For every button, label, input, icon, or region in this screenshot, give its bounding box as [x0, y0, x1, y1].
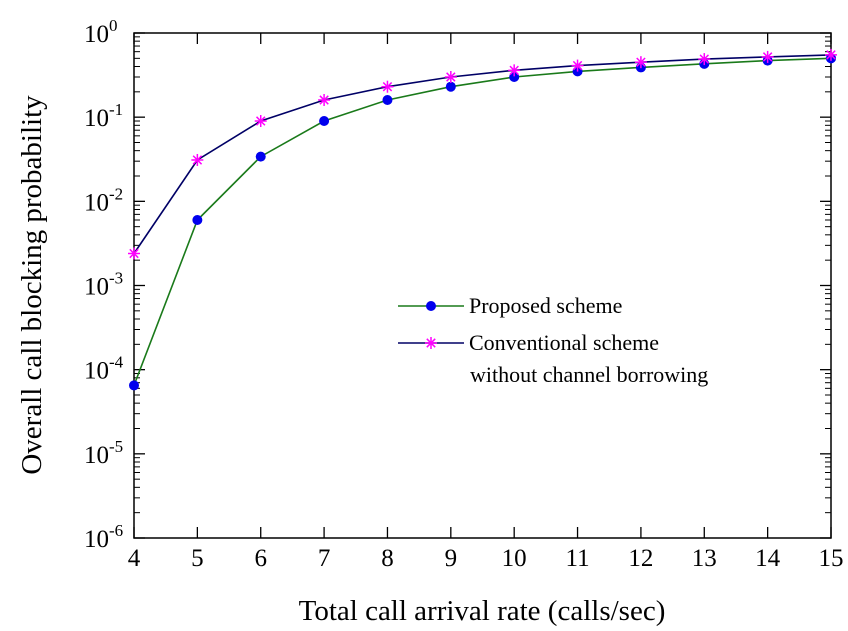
y-tick-label: 10-5 [84, 437, 123, 469]
data-point-proposed [129, 380, 139, 391]
legend-label-conventional-line2: without channel borrowing [470, 362, 708, 387]
y-tick-exponent: -4 [109, 353, 124, 372]
x-tick-label: 4 [128, 545, 141, 572]
data-point-proposed [192, 215, 203, 226]
data-point-conventional [381, 80, 394, 93]
data-point-proposed [445, 81, 456, 92]
data-point-conventional [698, 53, 711, 66]
series-line-conventional [133, 54, 832, 254]
x-tick-label: 11 [566, 545, 590, 572]
data-point-conventional [191, 153, 204, 166]
x-tick-label: 15 [819, 545, 844, 572]
y-tick-base: 10 [84, 189, 109, 216]
data-point-conventional [254, 115, 267, 128]
y-tick-base: 10 [84, 442, 109, 469]
data-point-proposed [255, 151, 266, 162]
data-point-proposed [509, 72, 520, 83]
data-point-conventional [444, 71, 457, 84]
legend: Proposed scheme Conventional scheme with… [398, 293, 708, 387]
data-point-conventional [508, 64, 521, 77]
legend-marker-proposed [426, 301, 436, 311]
y-tick-label: 10-2 [84, 184, 123, 216]
y-tick-label: 10-3 [84, 269, 123, 301]
x-axis-title: Total call arrival rate (calls/sec) [299, 595, 666, 627]
data-point-conventional [634, 56, 647, 69]
data-point-conventional [318, 93, 331, 106]
legend-asterisk-glyph [425, 337, 437, 349]
data-point-conventional [761, 50, 774, 63]
y-tick-base: 10 [84, 21, 109, 48]
data-point-proposed [382, 94, 393, 105]
data-point-conventional [571, 59, 584, 72]
y-tick-exponent: -5 [109, 437, 123, 456]
legend-label-proposed: Proposed scheme [469, 293, 622, 318]
series-line-proposed [133, 57, 832, 386]
x-tick-label: 6 [254, 545, 267, 572]
legend-label-conventional: Conventional scheme [469, 330, 659, 355]
x-tick-label: 8 [381, 545, 394, 572]
y-tick-exponent: -6 [109, 521, 123, 540]
y-tick-label: 10-1 [84, 100, 123, 132]
y-tick-label: 100 [84, 16, 118, 48]
y-axis-title: Overall call blocking probability [16, 95, 48, 475]
x-tick-label: 13 [692, 545, 717, 572]
x-axis-ticks: 4 5 6 7 8 9 10 11 12 13 14 15 [128, 33, 844, 572]
x-tick-label: 7 [318, 545, 331, 572]
data-point-conventional [128, 247, 140, 260]
y-tick-exponent: -2 [109, 184, 123, 203]
y-tick-base: 10 [84, 274, 109, 301]
y-tick-base: 10 [84, 526, 109, 553]
x-tick-label: 5 [191, 545, 204, 572]
series-layer [128, 48, 837, 391]
y-tick-label: 10-6 [84, 521, 123, 553]
y-tick-label: 10-4 [84, 353, 124, 385]
legend-marker-conventional [425, 337, 437, 349]
x-tick-label: 10 [502, 545, 527, 572]
data-point-proposed [319, 116, 330, 127]
x-tick-label: 12 [628, 545, 653, 572]
y-tick-exponent: 0 [109, 16, 118, 35]
y-tick-exponent: -3 [109, 269, 123, 288]
x-tick-label: 14 [755, 545, 781, 572]
y-tick-base: 10 [84, 105, 109, 132]
x-tick-label: 9 [445, 545, 458, 572]
y-tick-base: 10 [84, 358, 109, 385]
y-tick-exponent: -1 [109, 100, 123, 119]
data-point-conventional [825, 48, 837, 61]
plot-frame [133, 32, 832, 539]
